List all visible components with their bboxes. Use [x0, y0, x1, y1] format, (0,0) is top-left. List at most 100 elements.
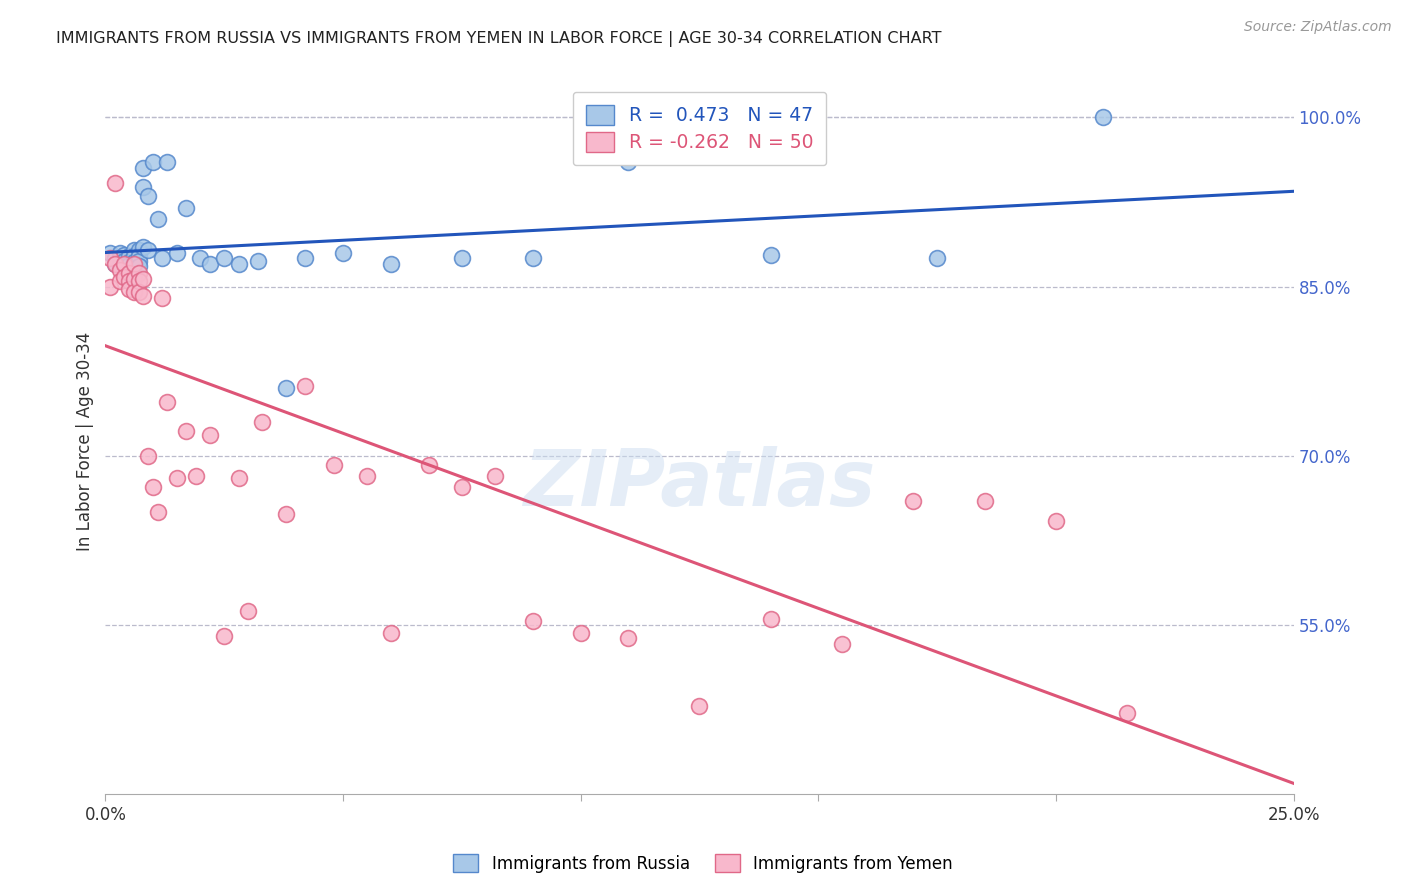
Point [152, 291, 174, 305]
Point [190, 252, 212, 266]
Legend: R =  0.473   N = 47, R = -0.262   N = 50: R = 0.473 N = 47, R = -0.262 N = 50 [572, 92, 827, 165]
Point [122, 271, 145, 285]
Point [903, 493, 925, 508]
Point [98, 252, 121, 266]
Point [617, 632, 640, 646]
Point [104, 176, 127, 190]
Point [214, 252, 236, 266]
Point [114, 248, 136, 262]
Point [132, 240, 155, 254]
Point [122, 257, 145, 271]
Point [118, 266, 141, 280]
Point [136, 449, 159, 463]
Point [146, 505, 169, 519]
Point [128, 266, 150, 280]
Point [380, 625, 402, 640]
Point [450, 480, 472, 494]
Point [322, 458, 344, 472]
Point [759, 612, 782, 626]
Point [689, 698, 711, 713]
Point [274, 381, 297, 395]
Point [246, 253, 269, 268]
Point [122, 254, 145, 268]
Text: Source: ZipAtlas.com: Source: ZipAtlas.com [1244, 20, 1392, 34]
Point [128, 249, 150, 263]
Y-axis label: In Labor Force | Age 30-34: In Labor Force | Age 30-34 [76, 332, 94, 551]
Point [122, 244, 145, 258]
Text: ZIPatlas: ZIPatlas [523, 446, 876, 522]
Point [108, 274, 131, 288]
Point [136, 189, 159, 203]
Point [1045, 514, 1067, 528]
Point [198, 257, 221, 271]
Point [152, 252, 174, 266]
Point [1092, 111, 1115, 125]
Point [380, 257, 402, 271]
Point [114, 253, 136, 268]
Point [146, 211, 169, 226]
Point [104, 257, 127, 271]
Point [118, 254, 141, 268]
Point [252, 415, 274, 429]
Point [132, 288, 155, 302]
Point [128, 244, 150, 258]
Point [132, 271, 155, 285]
Point [128, 274, 150, 288]
Point [132, 180, 155, 194]
Point [98, 245, 121, 260]
Point [156, 394, 179, 409]
Point [484, 469, 506, 483]
Point [118, 258, 141, 272]
Point [198, 428, 221, 442]
Point [142, 155, 165, 169]
Point [118, 262, 141, 277]
Point [132, 161, 155, 175]
Point [104, 257, 127, 271]
Point [228, 257, 250, 271]
Point [569, 625, 592, 640]
Point [166, 245, 188, 260]
Point [136, 244, 159, 258]
Point [973, 493, 995, 508]
Point [522, 615, 544, 629]
Point [142, 480, 165, 494]
Point [925, 252, 948, 266]
Point [450, 252, 472, 266]
Point [522, 252, 544, 266]
Point [118, 274, 141, 288]
Point [128, 253, 150, 268]
Point [236, 604, 259, 618]
Point [274, 508, 297, 522]
Point [122, 249, 145, 263]
Point [1116, 706, 1139, 720]
Point [122, 285, 145, 300]
Point [294, 252, 316, 266]
Point [184, 469, 207, 483]
Point [118, 249, 141, 263]
Point [332, 245, 354, 260]
Point [108, 262, 131, 277]
Point [617, 155, 640, 169]
Point [114, 259, 136, 273]
Point [831, 637, 853, 651]
Point [114, 270, 136, 285]
Point [104, 252, 127, 266]
Point [128, 285, 150, 300]
Point [98, 279, 121, 293]
Text: IMMIGRANTS FROM RUSSIA VS IMMIGRANTS FROM YEMEN IN LABOR FORCE | AGE 30-34 CORRE: IMMIGRANTS FROM RUSSIA VS IMMIGRANTS FRO… [56, 31, 942, 47]
Point [122, 259, 145, 273]
Point [294, 378, 316, 392]
Point [214, 629, 236, 643]
Point [174, 201, 197, 215]
Point [108, 245, 131, 260]
Point [108, 257, 131, 271]
Point [108, 252, 131, 266]
Legend: Immigrants from Russia, Immigrants from Yemen: Immigrants from Russia, Immigrants from … [447, 847, 959, 880]
Point [166, 471, 188, 485]
Point [156, 155, 179, 169]
Point [418, 458, 440, 472]
Point [759, 248, 782, 262]
Point [114, 257, 136, 271]
Point [174, 424, 197, 438]
Point [118, 282, 141, 296]
